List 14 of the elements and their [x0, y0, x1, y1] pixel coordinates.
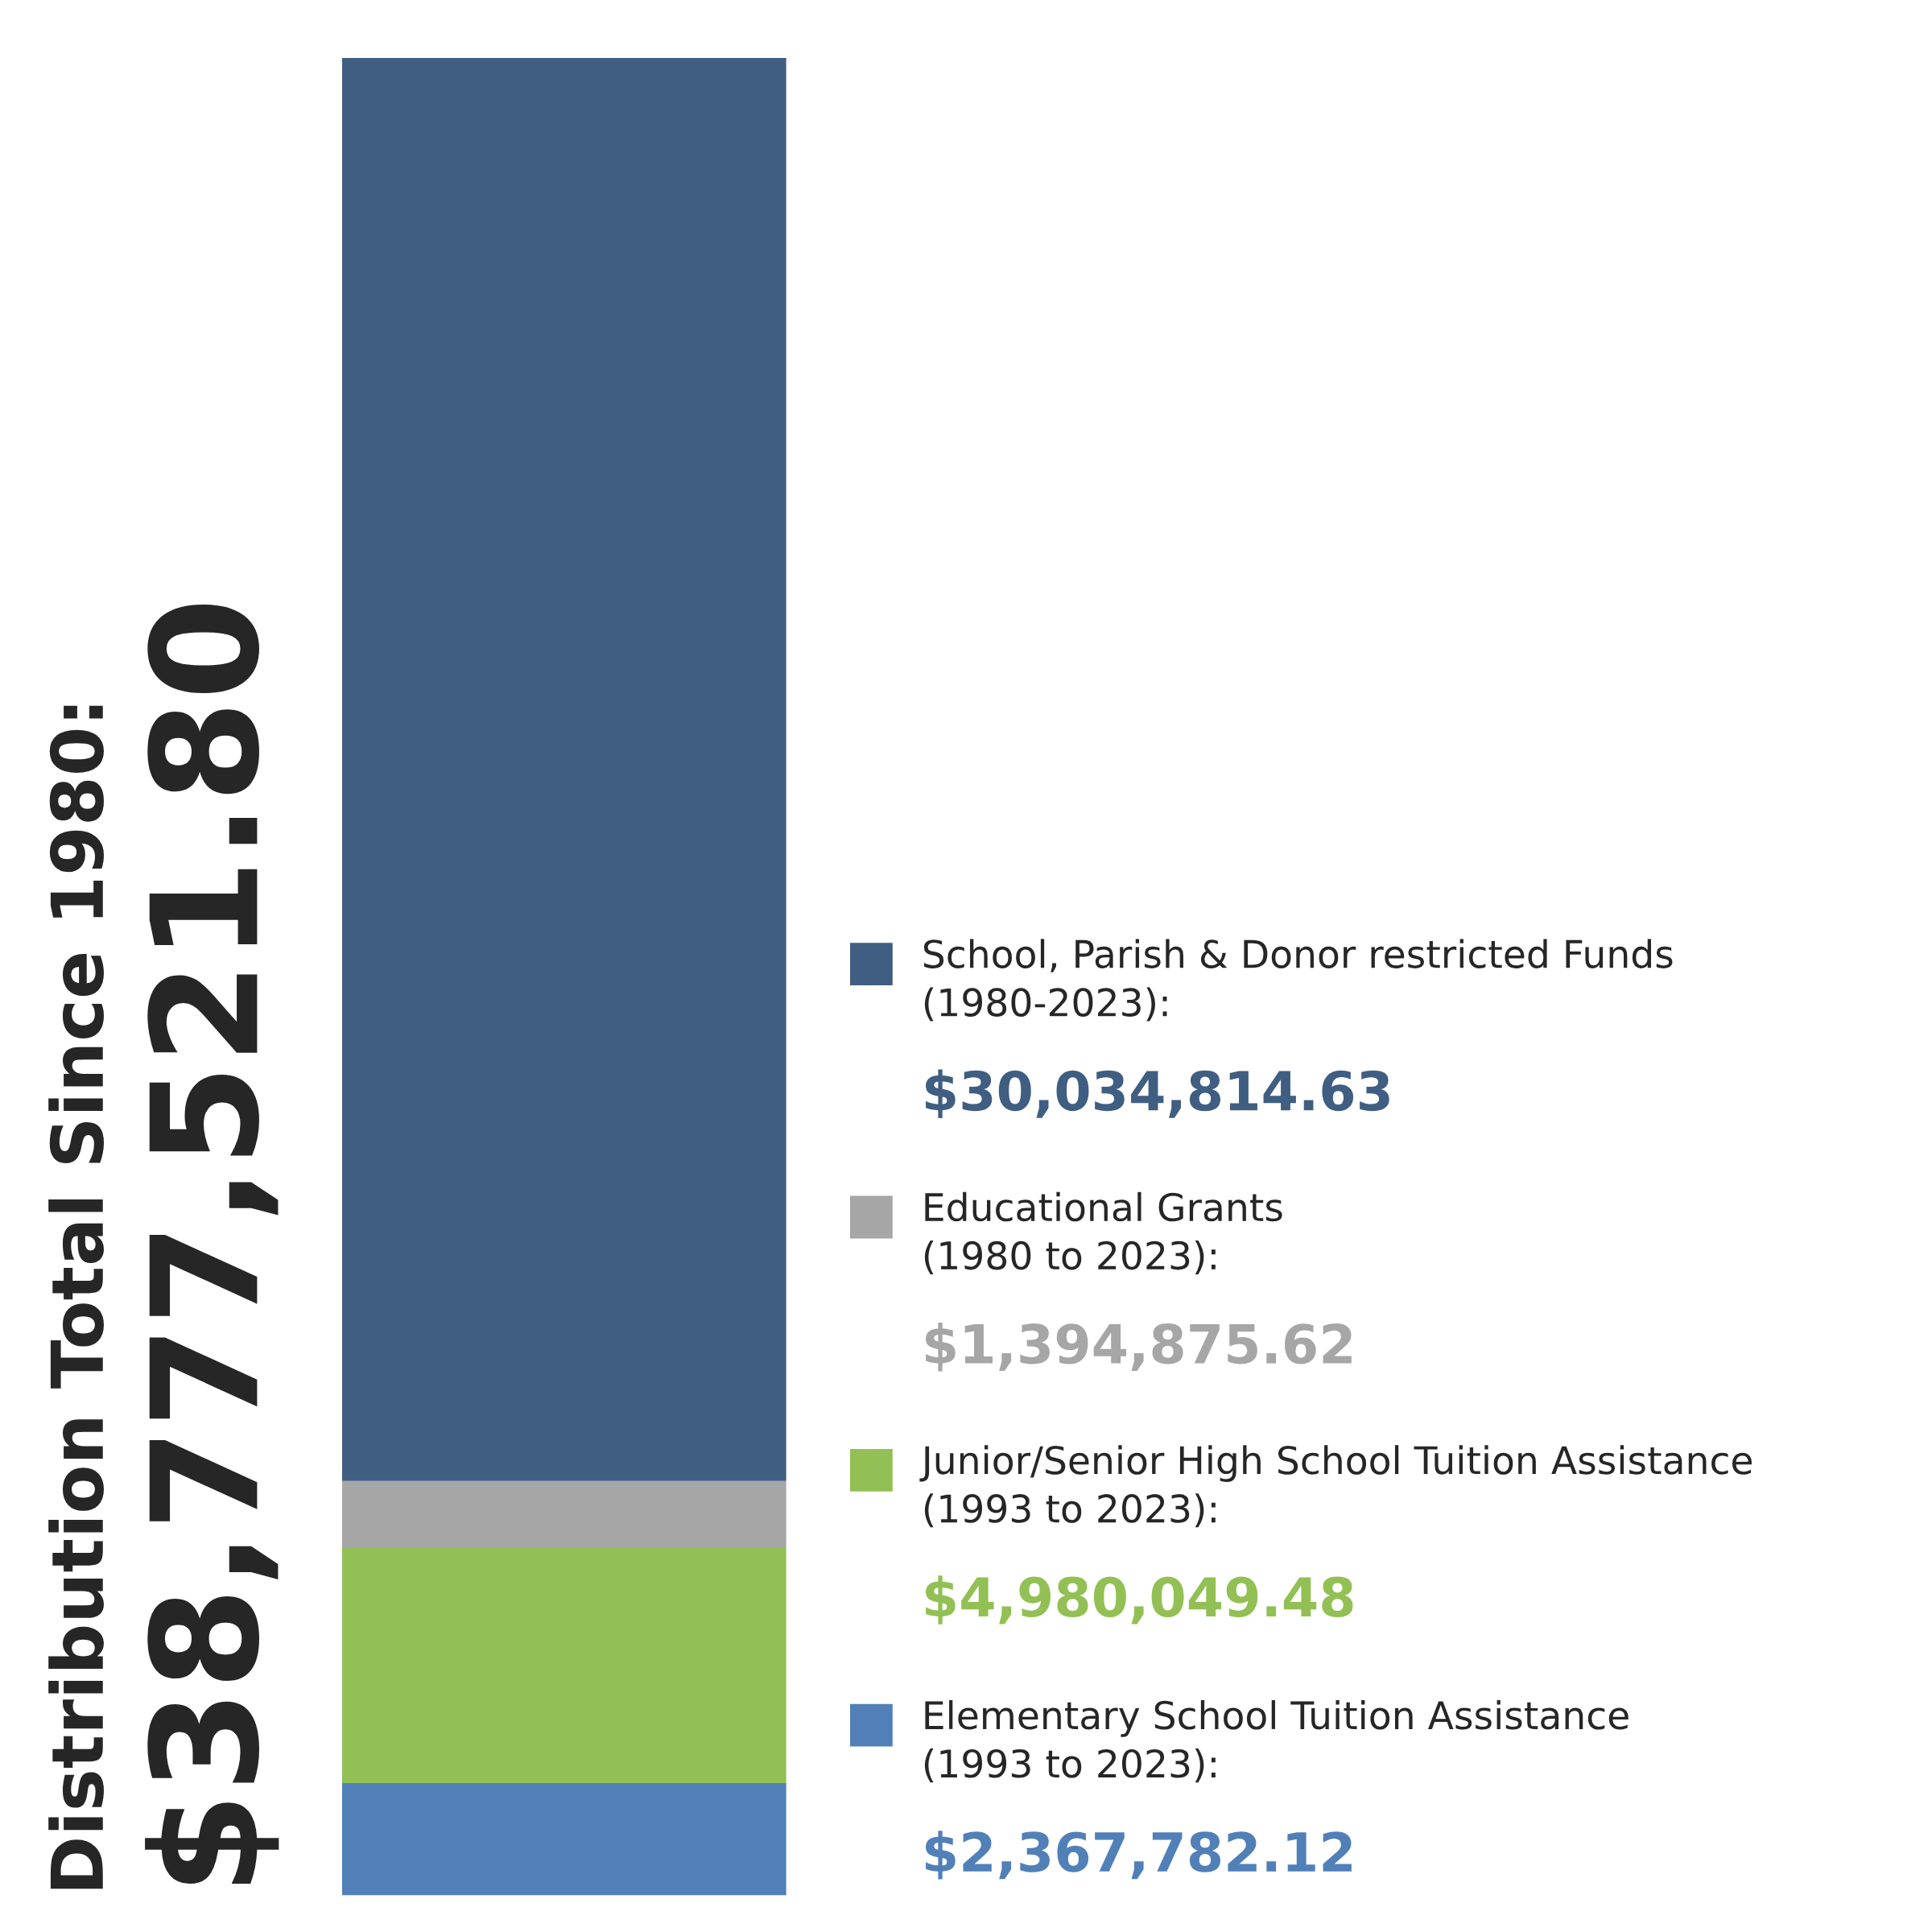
text: $1,394,875.62 [926, 1322, 1352, 1372]
text: $2,367,782.12 [926, 1831, 1352, 1880]
legend-label: Junior/Senior High School Tuition Assistance (1993 to 2023): [919, 1445, 1752, 1528]
legend-label: School, Parish & Donor restricted Funds (1980-2023): [923, 939, 1673, 1022]
bar [341, 1480, 786, 1547]
text: $4,980,049.48 [926, 1575, 1353, 1624]
bar [341, 58, 786, 1481]
legend-label: Elementary School Tuition Assistance (1993 to 2023): [924, 1700, 1629, 1783]
text: Distribution Total Since 1980: [48, 705, 104, 1889]
text: $30,034,814.63 [926, 1069, 1389, 1118]
legend-label: Educational Grants (1980 to 2023): [924, 1191, 1282, 1274]
text: $38,777,521.80 [145, 605, 279, 1885]
bar [341, 1782, 786, 1896]
bar [341, 1546, 786, 1783]
